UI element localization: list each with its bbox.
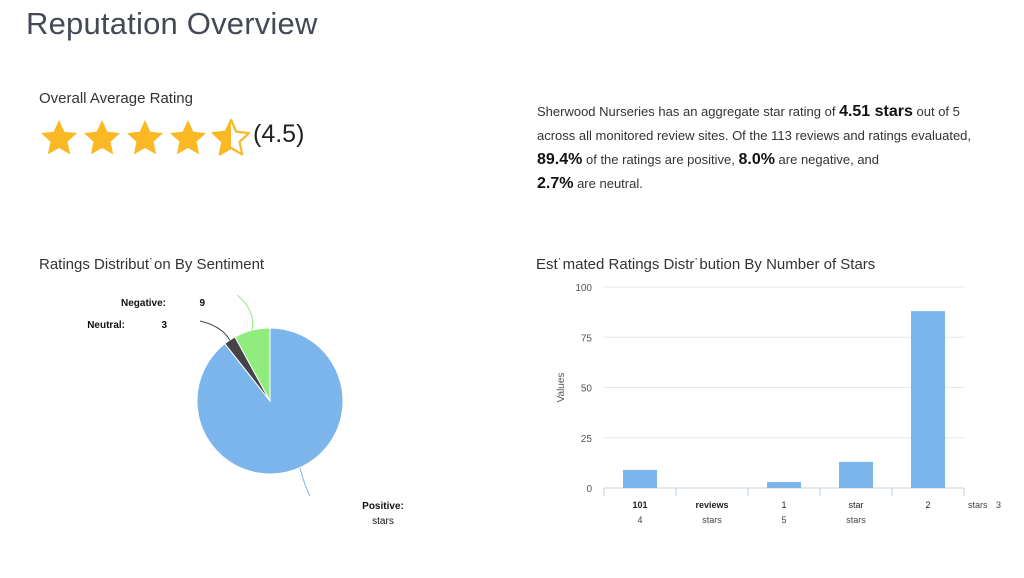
summary-neutral-percent: 2.7%: [537, 175, 574, 192]
x-tick-label: 3: [996, 500, 1001, 510]
stars-bar-chart: 0 25 50 75 100 Values 101 4 reviews stars 1 5 star st…: [556, 283, 1001, 525]
summary-text: of the ratings are positive,: [582, 152, 739, 167]
sentiment-pie-chart: Negative: 9 Neutral: 3 Positive: stars: [87, 294, 404, 527]
rating-summary: Sherwood Nurseries has an aggregate star…: [537, 100, 977, 196]
star-icon: [127, 120, 163, 155]
summary-text: are neutral.: [573, 176, 643, 191]
bar[interactable]: [623, 469, 657, 488]
summary-stars-value: 4.51 stars: [839, 103, 913, 120]
pie-chart-title: Ratings Distribut˙on By Sentiment: [39, 256, 265, 273]
page-title: Reputation Overview: [26, 6, 318, 41]
x-tick-label: star: [848, 500, 863, 510]
x-tick-label: 4: [637, 515, 642, 525]
bar-chart-title: Est˙mated Ratings Distr˙bution By Number…: [536, 256, 876, 273]
star-icon: [84, 120, 120, 155]
star-icon: [41, 120, 77, 155]
summary-text: out of 5 across all monitored review sit…: [537, 104, 972, 143]
star-rating: [39, 118, 254, 158]
x-tick-label: 2: [925, 500, 930, 510]
pie-data-label: 9: [199, 298, 205, 309]
overall-rating-value: (4.5): [253, 120, 305, 148]
pie-slice[interactable]: [234, 327, 271, 402]
y-axis-label: Values: [556, 373, 567, 403]
pie-data-label: Positive:: [362, 501, 404, 512]
x-tick-label: 101: [632, 500, 647, 510]
y-tick-label: 100: [575, 283, 592, 294]
pie-data-label: 3: [161, 320, 167, 331]
pie-data-label: stars: [372, 516, 394, 527]
summary-positive-percent: 89.4%: [537, 151, 583, 168]
y-tick-label: 0: [586, 484, 592, 495]
pie-connector: [299, 467, 311, 497]
summary-text: are negative, and: [774, 152, 880, 167]
pie-connector: [199, 320, 231, 341]
summary-negative-percent: 8.0%: [738, 151, 775, 168]
y-tick-label: 75: [581, 333, 593, 344]
x-tick-label: stars: [846, 515, 866, 525]
y-tick-label: 25: [581, 434, 593, 445]
x-tick-label: reviews: [695, 500, 728, 510]
bar[interactable]: [839, 461, 873, 488]
x-tick-label: 1: [781, 500, 786, 510]
overall-rating-label: Overall Average Rating: [39, 90, 193, 107]
x-tick-label: stars: [968, 500, 988, 510]
half-star-icon: [211, 118, 251, 156]
star-icon: [170, 120, 206, 155]
pie-data-label: Negative:: [121, 298, 166, 309]
pie-data-label: Neutral:: [87, 320, 125, 331]
summary-text: Sherwood Nurseries has an aggregate star…: [537, 104, 840, 119]
bar[interactable]: [767, 481, 801, 488]
x-tick-label: 5: [781, 515, 786, 525]
bar[interactable]: [911, 311, 945, 488]
pie-connector: [236, 294, 254, 331]
x-tick-label: stars: [702, 515, 722, 525]
y-tick-label: 50: [581, 384, 593, 395]
